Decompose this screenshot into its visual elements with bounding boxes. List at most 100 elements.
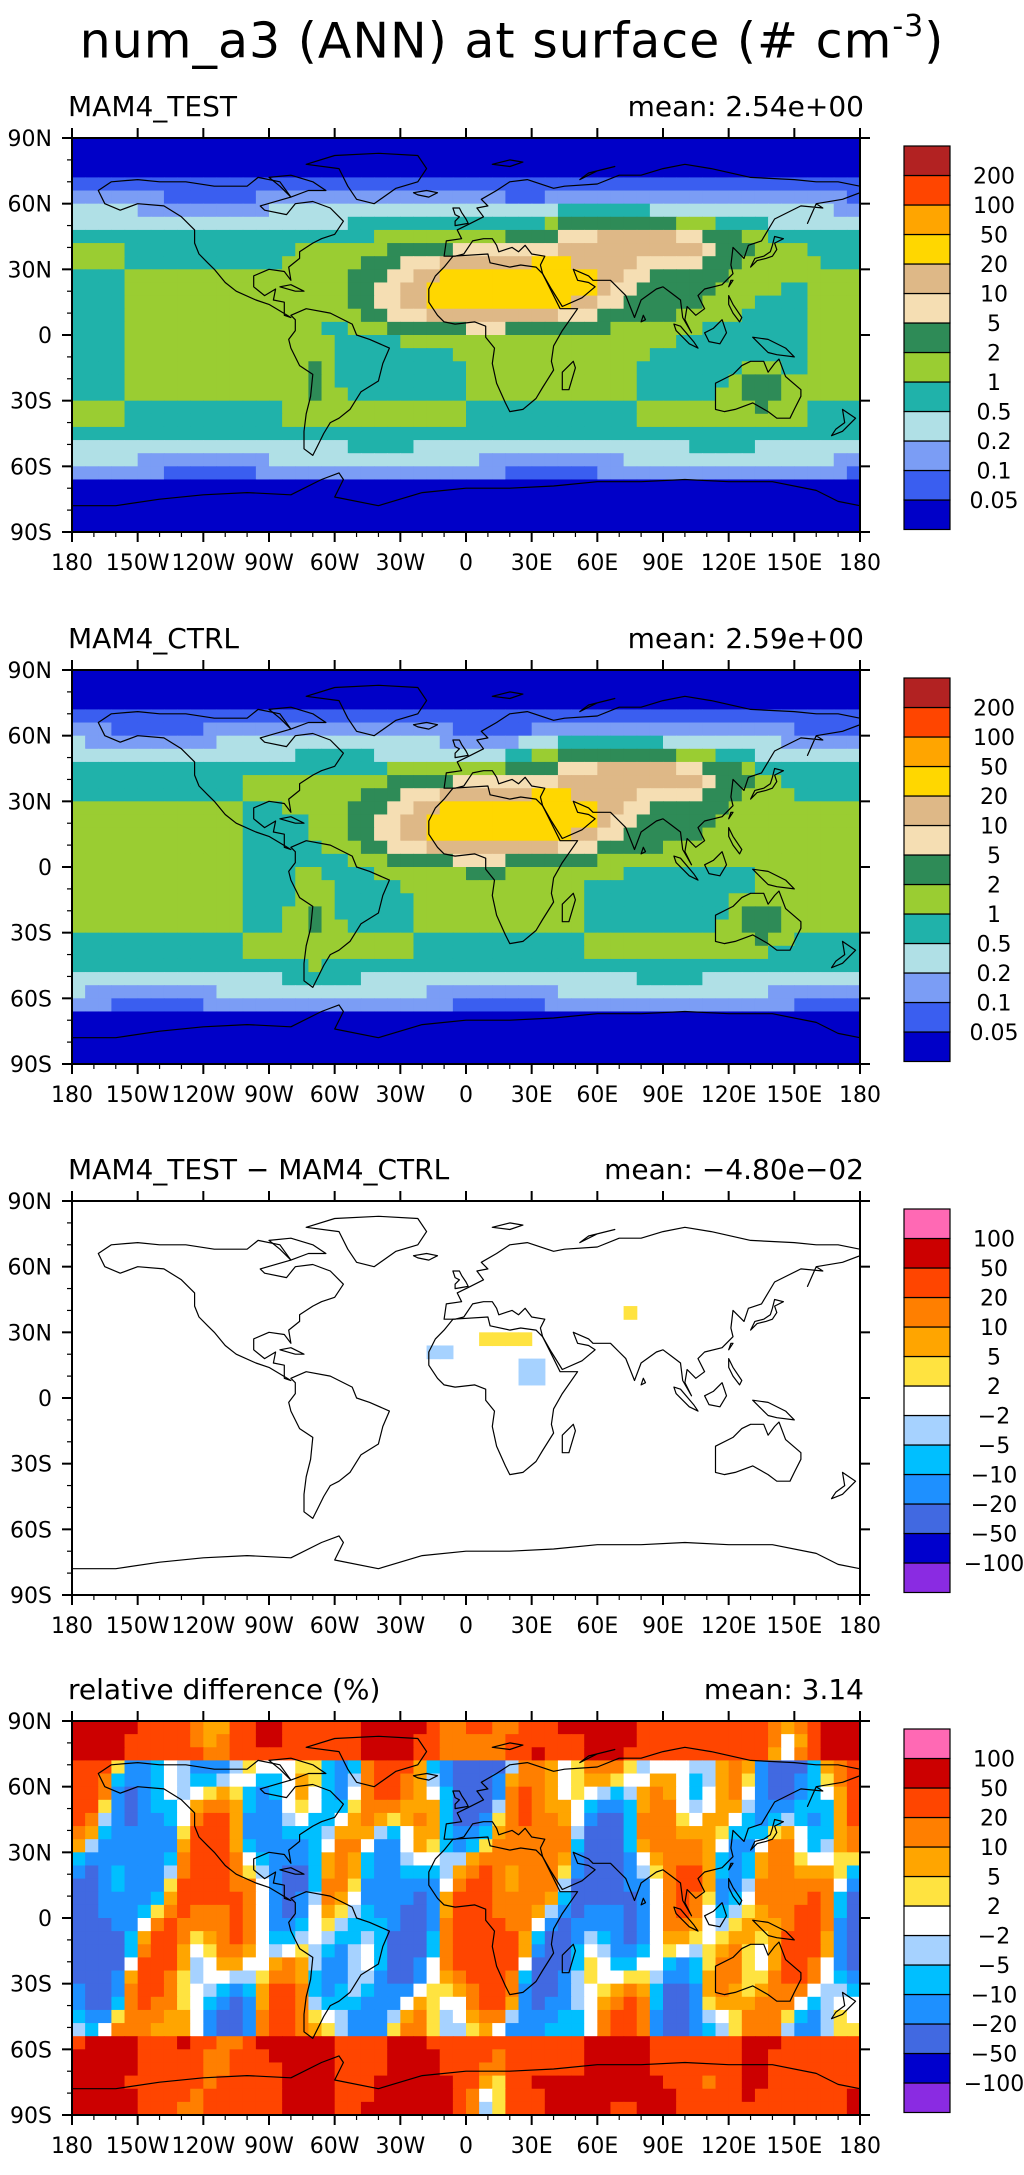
grid-cell xyxy=(597,348,612,362)
grid-cell xyxy=(820,308,835,323)
colorbar-label: 200 xyxy=(973,697,1015,722)
grid-cell xyxy=(584,216,598,231)
grid-cell xyxy=(269,1878,283,1893)
grid-cell xyxy=(150,906,165,921)
grid-cell xyxy=(636,1760,651,1775)
colorbar-segment xyxy=(903,1031,951,1063)
grid-cell xyxy=(269,453,283,467)
grid-cell xyxy=(452,1773,467,1788)
grid-cell xyxy=(597,1839,612,1853)
grid-cell xyxy=(124,788,139,802)
grid-cell xyxy=(715,1024,730,1039)
grid-cell xyxy=(676,413,690,428)
grid-cell xyxy=(111,1852,126,1867)
grid-cell xyxy=(439,164,454,178)
grid-cell xyxy=(768,998,782,1013)
grid-cell xyxy=(781,269,795,284)
grid-cell xyxy=(216,761,231,776)
grid-cell xyxy=(557,1839,572,1853)
grid-cell xyxy=(597,1865,612,1880)
grid-cell xyxy=(163,1011,178,1026)
grid-cell xyxy=(807,1037,822,1052)
grid-cell xyxy=(715,138,730,152)
grid-cell xyxy=(846,1011,860,1026)
grid-cell xyxy=(623,919,638,934)
grid-cell xyxy=(833,1011,848,1026)
grid-cell xyxy=(479,413,493,428)
coastline-greenland xyxy=(305,1215,428,1268)
grid-cell xyxy=(163,932,178,947)
grid-cell xyxy=(794,256,809,270)
grid-cell xyxy=(610,151,625,165)
grid-cell xyxy=(820,1760,835,1775)
grid-cell xyxy=(676,683,690,697)
grid-cell xyxy=(505,256,520,270)
grid-cell xyxy=(636,164,651,178)
grid-cell xyxy=(754,308,769,323)
grid-cell xyxy=(505,374,520,389)
grid-cell xyxy=(505,164,520,178)
grid-cell xyxy=(623,426,638,441)
grid-cell xyxy=(203,1786,218,1801)
grid-cell xyxy=(413,321,428,336)
grid-cell xyxy=(85,505,99,520)
grid-cell xyxy=(544,518,559,532)
grid-cell xyxy=(216,1839,231,1853)
grid-cell xyxy=(649,735,664,750)
grid-cell xyxy=(649,748,664,763)
grid-cell xyxy=(676,243,690,257)
grid-cell xyxy=(452,256,467,270)
coastline-baffin-island xyxy=(268,174,327,198)
grid-cell xyxy=(518,998,533,1013)
grid-cell xyxy=(584,269,598,284)
grid-cell xyxy=(846,696,860,710)
grid-cell xyxy=(360,1865,375,1880)
grid-cell xyxy=(663,1786,677,1801)
grid-cell xyxy=(98,518,112,532)
grid-cell xyxy=(820,229,835,244)
grid-cell xyxy=(676,151,690,165)
grid-cell xyxy=(741,696,756,710)
grid-cell xyxy=(597,138,612,152)
grid-cell xyxy=(794,138,809,152)
grid-cell xyxy=(466,683,480,697)
grid-cell xyxy=(768,400,782,415)
grid-cell xyxy=(807,1878,822,1893)
grid-cell xyxy=(282,1891,296,1906)
grid-cell xyxy=(360,295,375,310)
grid-cell xyxy=(505,1878,520,1893)
grid-cell xyxy=(754,722,769,737)
grid-cell xyxy=(557,1799,572,1814)
grid-cell xyxy=(676,361,690,375)
grid-cell xyxy=(807,788,822,802)
grid-cell xyxy=(452,683,467,697)
grid-cell xyxy=(794,1812,809,1827)
grid-cell xyxy=(150,426,165,441)
grid-cell xyxy=(242,282,257,297)
grid-cell xyxy=(124,840,139,855)
grid-cell xyxy=(702,492,717,507)
grid-cell xyxy=(768,1852,782,1867)
grid-cell xyxy=(85,1024,99,1039)
grid-cell xyxy=(255,1812,270,1827)
grid-cell xyxy=(505,893,520,907)
colorbar-label: 50 xyxy=(980,756,1008,781)
grid-cell xyxy=(150,308,165,323)
grid-cell xyxy=(282,374,296,389)
grid-cell xyxy=(347,998,362,1013)
grid-cell xyxy=(610,479,625,494)
grid-cell xyxy=(295,801,309,816)
grid-cell xyxy=(282,972,296,986)
grid-cell xyxy=(321,840,336,855)
grid-cell xyxy=(308,906,323,921)
grid-cell xyxy=(255,151,270,165)
grid-cell xyxy=(452,893,467,907)
grid-cell xyxy=(597,426,612,441)
colorbar-segment xyxy=(903,233,951,265)
grid-cell xyxy=(374,1878,388,1893)
grid-cell xyxy=(649,722,664,737)
grid-cell xyxy=(754,880,769,894)
grid-cell xyxy=(479,138,493,152)
grid-cell xyxy=(754,1050,769,1064)
grid-cell xyxy=(163,972,178,986)
